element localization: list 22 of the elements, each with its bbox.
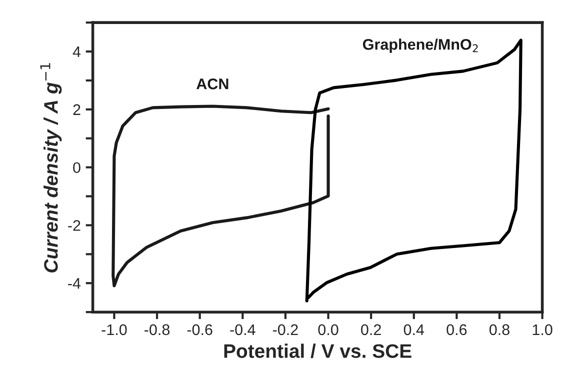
x-tick-label: 0.4	[404, 324, 424, 336]
x-axis-title: Potential / V vs. SCE	[224, 344, 412, 358]
y-axis-title: Current density / A g$^{−1}$	[40, 63, 62, 272]
x-tick-label: -0.8	[144, 324, 170, 336]
y-tick-label: 0	[73, 162, 80, 174]
x-tick-label: 0.8	[489, 324, 510, 336]
y-tick-label: 4	[72, 46, 81, 58]
y-tick-label: 2	[73, 104, 80, 115]
x-tick-label: 0.6	[446, 324, 467, 336]
y-tick-label: -4	[68, 278, 81, 289]
x-tick-label: -0.6	[187, 324, 212, 336]
x-tick-label: -0.4	[230, 324, 256, 336]
line-series	[112, 104, 330, 288]
series-label: ACN	[196, 78, 228, 90]
x-tick-label: -1.0	[102, 324, 127, 336]
x-tick-label: 1.0	[532, 324, 552, 336]
line-series	[305, 38, 522, 302]
x-tick-label: 0.2	[361, 324, 381, 336]
x-tick-label: -0.2	[272, 324, 298, 336]
x-tick-label: 0.0	[318, 324, 338, 336]
series-label: Graphene/MnO$_{2}$	[362, 38, 478, 53]
y-tick-label: -2	[68, 220, 80, 231]
